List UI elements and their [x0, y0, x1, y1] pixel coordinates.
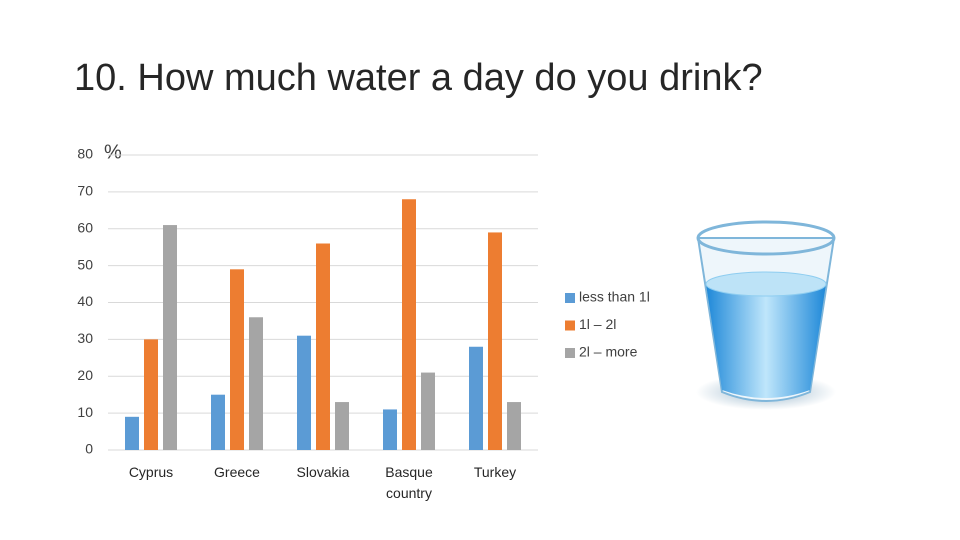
legend-swatch — [565, 320, 575, 331]
y-unit: % — [104, 141, 122, 163]
bar — [469, 346, 483, 450]
bar — [316, 243, 330, 450]
y-tick-label: 70 — [77, 183, 93, 199]
y-tick-label: 30 — [77, 330, 93, 346]
bar — [163, 225, 177, 450]
y-tick-label: 40 — [77, 293, 93, 309]
legend-swatch — [565, 293, 575, 303]
bar — [488, 232, 502, 450]
bar — [421, 372, 435, 450]
x-tick-label: Basque country — [385, 464, 433, 501]
bar — [249, 317, 263, 450]
bar — [383, 409, 397, 450]
y-tick-label: 0 — [85, 441, 93, 457]
bar — [297, 335, 311, 450]
bar — [335, 402, 349, 450]
y-tick-label: 10 — [77, 404, 93, 420]
y-tick-label: 50 — [77, 256, 93, 272]
legend-label: 1l – 2l — [579, 316, 616, 332]
legend-swatch — [565, 348, 575, 358]
y-tick-label: 60 — [77, 219, 93, 235]
bar — [125, 416, 139, 450]
x-tick-label: Slovakia — [296, 464, 350, 480]
x-tick-label: Cyprus — [128, 464, 174, 480]
x-tick-label: Greece — [214, 464, 260, 480]
glass-icon — [696, 220, 836, 410]
bar — [402, 199, 416, 450]
legend-label: less than 1l — [579, 289, 650, 305]
legend-label: 2l – more — [579, 344, 638, 360]
chart-title: 10. How much water a day do you drink? — [74, 57, 763, 99]
bar — [211, 394, 225, 450]
bar — [144, 339, 158, 450]
bar — [507, 402, 521, 450]
x-tick-label: Turkey — [473, 464, 517, 480]
y-tick-label: 80 — [77, 146, 93, 162]
bar — [230, 269, 244, 450]
y-tick-label: 20 — [77, 367, 93, 383]
